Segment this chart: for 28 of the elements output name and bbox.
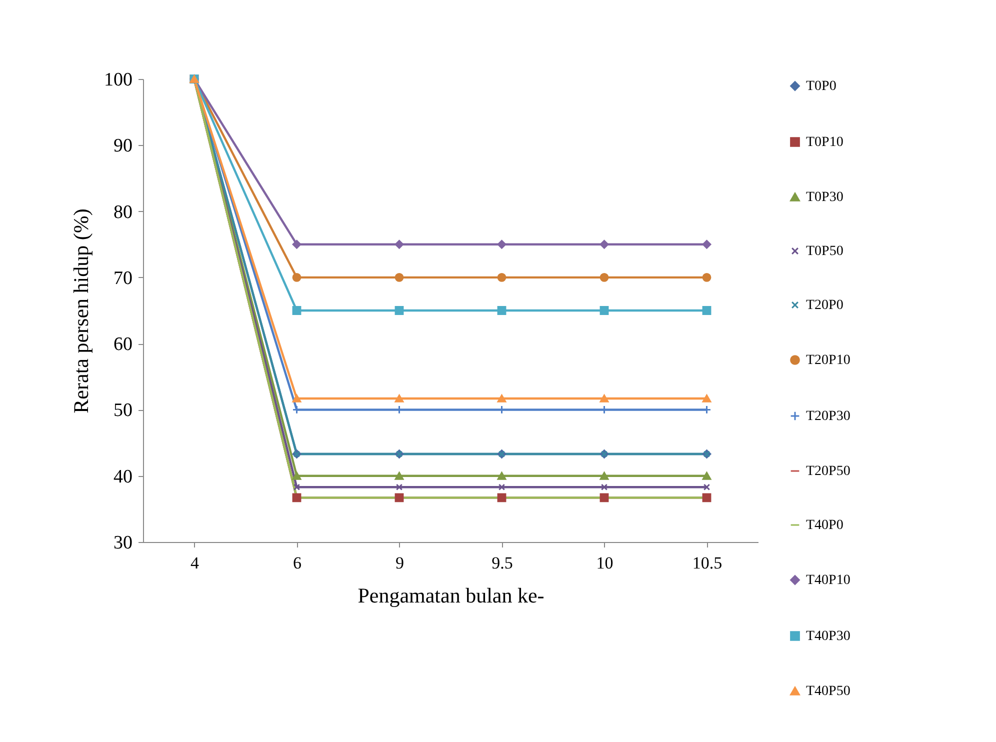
legend-label: T20P10 [806,353,850,368]
y-tick-label: 50 [114,400,132,422]
x-tick-label: 9.5 [492,554,513,572]
legend-label: T40P0 [806,518,844,533]
y-tick-label: 80 [114,202,132,223]
y-tick-label: 30 [114,532,132,554]
x-tick-label: 6 [293,554,302,572]
legend-label: T40P10 [806,573,850,588]
y-tick-label: 90 [114,136,132,157]
y-axis-title: Rerata persen hidup (%) [69,208,93,414]
x-tick-label: 9 [396,554,404,572]
x-tick-label: 10 [596,554,614,572]
legend-label: T0P50 [806,244,844,259]
legend-label: T40P50 [806,684,850,699]
y-tick-label: 40 [114,466,132,488]
y-tick-label: 70 [114,268,132,289]
y-tick-label: 100 [104,70,132,90]
legend-label: T20P0 [806,298,844,313]
x-tick-label: 4 [190,554,200,572]
x-tick-label: 10.5 [692,554,722,572]
legend-label: T0P0 [806,79,836,94]
legend-label: T20P50 [806,464,850,479]
y-tick-label: 60 [114,334,132,356]
x-axis-title: Pengamatan bulan ke- [358,584,544,608]
legend-label: T0P10 [806,135,844,150]
legend-label: T20P30 [806,409,850,424]
legend-label: T0P30 [806,190,844,205]
legend-label: T40P30 [806,629,850,644]
